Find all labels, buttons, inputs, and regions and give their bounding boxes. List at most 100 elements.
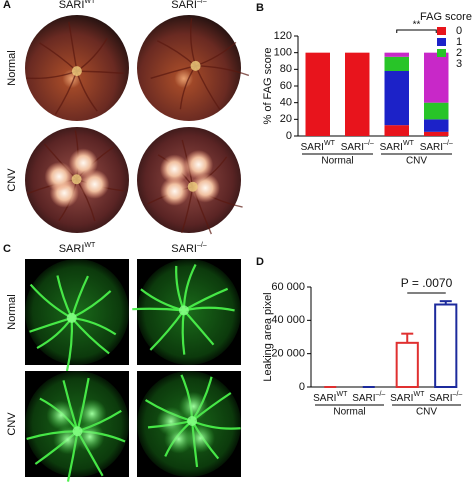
- label-sup: WT: [84, 0, 96, 5]
- legend-label: 0: [456, 25, 462, 37]
- optic-disc: [66, 312, 77, 323]
- lesion: [160, 176, 190, 206]
- y-tick-label: 20 000: [271, 348, 305, 360]
- sup-label: SARI–/–: [352, 391, 385, 404]
- bar: [395, 341, 419, 389]
- fundus-image: [25, 127, 129, 233]
- optic-disc: [190, 60, 201, 71]
- lesion: [184, 149, 214, 180]
- legend-label: 3: [456, 58, 462, 70]
- significance-bracket: [396, 29, 437, 33]
- label-base: SARI: [59, 0, 85, 11]
- group-label: Normal: [321, 156, 353, 167]
- y-tick-label: 0: [286, 130, 292, 142]
- fundus-image: [137, 371, 241, 477]
- fundus-image: [132, 259, 241, 365]
- sup-label: SARIWT: [390, 391, 425, 404]
- label-base: SARI: [341, 142, 364, 153]
- y-tick-label: 40: [280, 97, 292, 109]
- bar-segment: [384, 56, 409, 71]
- sup-label: SARIWT: [59, 242, 96, 255]
- bar-segment: [305, 52, 330, 136]
- label-base: SARI: [420, 142, 443, 153]
- lesion: [190, 173, 220, 203]
- optic-disc: [72, 426, 83, 437]
- bar: [434, 303, 458, 388]
- lesion: [77, 399, 107, 429]
- label-base: SARI: [380, 142, 403, 153]
- label-base: SARI: [352, 393, 375, 404]
- label-base: SARI: [390, 393, 413, 404]
- sup-label: SARI–/–: [171, 242, 207, 255]
- bar-segment: [345, 52, 370, 136]
- sup-label: SARI–/–: [429, 391, 462, 404]
- label-base: SARI: [171, 0, 197, 11]
- label-sup: –/–: [197, 242, 207, 249]
- sup-label: SARI–/–: [341, 140, 374, 153]
- legend-swatch: [437, 27, 446, 35]
- label-sup: WT: [84, 242, 96, 249]
- y-axis-label: % of FAG score: [262, 47, 274, 124]
- lesion: [75, 422, 105, 452]
- y-tick-label: 0: [299, 381, 305, 393]
- fundus-image: [25, 15, 129, 121]
- y-tick-label: 100: [274, 47, 292, 59]
- significance: **: [413, 20, 421, 31]
- p-value: P = .0070: [401, 276, 453, 290]
- panel-letter: B: [256, 2, 264, 14]
- label-base: SARI: [429, 393, 452, 404]
- legend-swatch: [437, 49, 446, 57]
- bar-segment: [424, 131, 449, 136]
- label-base: SARI: [301, 142, 324, 153]
- sup-label: SARIWT: [313, 391, 348, 404]
- fundus: [25, 371, 129, 477]
- y-tick-label: 60 000: [271, 281, 305, 293]
- panel-letter: A: [3, 0, 11, 11]
- label-sup: –/–: [197, 0, 207, 5]
- bar-segment: [384, 125, 409, 136]
- label-sup: WT: [336, 391, 348, 398]
- optic-disc: [71, 174, 82, 185]
- fundus-image: [25, 259, 129, 372]
- fundus-image: [137, 15, 250, 121]
- group-label: Normal: [333, 407, 365, 418]
- y-tick-label: 40 000: [271, 314, 305, 326]
- sup-label: SARIWT: [59, 0, 96, 11]
- label-sup: –/–: [376, 391, 386, 398]
- y-axis-label: Leaking area pixel: [262, 292, 274, 381]
- optic-disc: [187, 181, 198, 192]
- label-sup: WT: [413, 391, 425, 398]
- sup-label: SARI–/–: [171, 0, 207, 11]
- legend-swatch: [437, 38, 446, 46]
- optic-disc: [187, 416, 198, 427]
- label-base: SARI: [313, 393, 336, 404]
- lesion: [46, 400, 76, 430]
- label-sup: –/–: [453, 391, 463, 398]
- sup-label: SARIWT: [380, 140, 415, 153]
- label-sup: –/–: [364, 140, 374, 147]
- legend-label: 2: [456, 47, 462, 59]
- label-sup: WT: [324, 140, 336, 147]
- y-tick-label: 120: [274, 30, 292, 42]
- lesion: [80, 169, 110, 199]
- lesion: [156, 406, 186, 436]
- label-base: SARI: [59, 243, 85, 255]
- row-label: Normal: [6, 50, 18, 85]
- label-sup: WT: [403, 140, 415, 147]
- sup-label: SARIWT: [301, 140, 336, 153]
- y-tick-label: 20: [280, 113, 292, 125]
- fundus: [25, 259, 129, 365]
- optic-disc: [71, 66, 82, 77]
- group-label: CNV: [416, 407, 437, 418]
- bar-segment: [384, 71, 409, 126]
- row-label: Normal: [6, 294, 18, 329]
- fundus-image: [25, 371, 129, 482]
- fundus: [137, 259, 241, 365]
- label-sup: –/–: [443, 140, 453, 147]
- lesion: [185, 423, 215, 453]
- panel-letter: C: [3, 243, 11, 255]
- legend-title: FAG score: [420, 11, 472, 23]
- fundus: [137, 127, 241, 233]
- sup-label: SARI–/–: [420, 140, 453, 153]
